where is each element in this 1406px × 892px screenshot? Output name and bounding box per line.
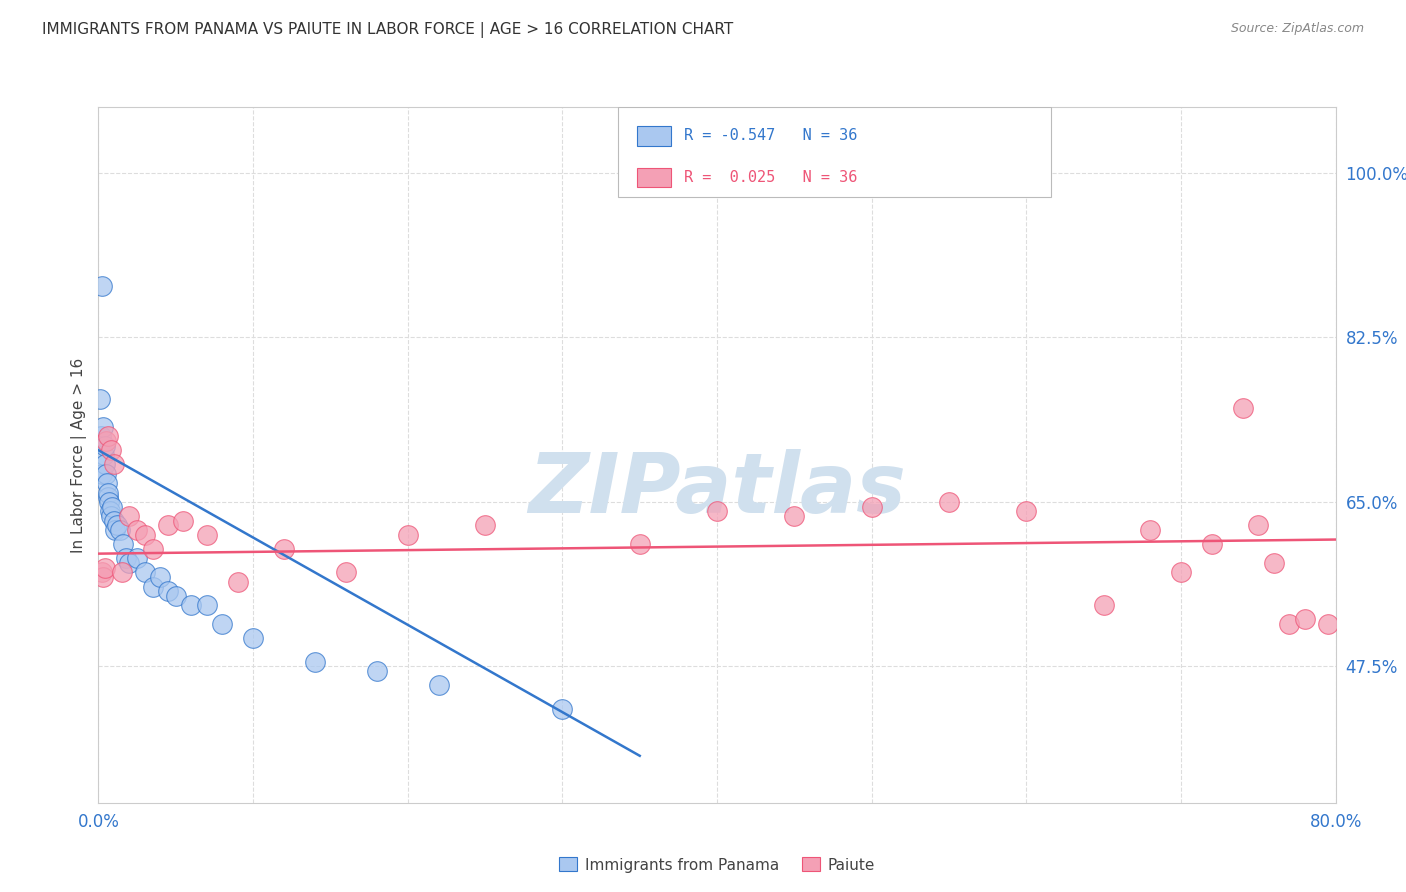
Point [90, 566, 112, 580]
Point [335, 566, 357, 580]
Point [1170, 566, 1192, 580]
Point [93, 438, 115, 452]
Point [94, 458, 117, 472]
Point [90, 429, 112, 443]
Point [108, 523, 131, 537]
Point [111, 566, 134, 580]
Point [103, 514, 125, 528]
Point [1278, 617, 1301, 632]
Point [938, 495, 960, 509]
Text: IMMIGRANTS FROM PANAMA VS PAIUTE IN LABOR FORCE | AGE > 16 CORRELATION CHART: IMMIGRANTS FROM PANAMA VS PAIUTE IN LABO… [42, 22, 734, 38]
Point [96, 434, 118, 448]
Point [427, 678, 450, 692]
Point [149, 570, 172, 584]
Point [165, 589, 187, 603]
Point [706, 504, 728, 518]
Point [860, 500, 883, 514]
Point [1247, 518, 1270, 533]
Point [89, 392, 111, 406]
Point [118, 556, 141, 570]
Point [91, 419, 114, 434]
Point [1232, 401, 1254, 415]
Point [474, 518, 496, 533]
Point [142, 541, 165, 556]
Point [366, 664, 388, 678]
FancyBboxPatch shape [619, 107, 1052, 197]
Point [103, 458, 125, 472]
Point [195, 599, 218, 613]
Text: ZIPatlas: ZIPatlas [529, 450, 905, 530]
Point [134, 566, 156, 580]
Point [91, 278, 114, 293]
Point [118, 509, 141, 524]
Point [134, 528, 156, 542]
Point [97, 429, 120, 443]
Point [628, 537, 651, 551]
Point [195, 528, 218, 542]
Point [90, 467, 112, 481]
Point [97, 490, 120, 504]
Point [112, 537, 135, 551]
Point [783, 509, 806, 524]
Point [100, 443, 122, 458]
Point [97, 485, 120, 500]
Point [115, 551, 138, 566]
Point [1139, 523, 1161, 537]
Point [1201, 537, 1223, 551]
Point [1317, 617, 1340, 632]
Point [101, 500, 124, 514]
Y-axis label: In Labor Force | Age > 16: In Labor Force | Age > 16 [72, 358, 87, 552]
Point [98, 504, 121, 518]
Point [100, 509, 122, 524]
Point [93, 560, 115, 574]
Point [396, 528, 419, 542]
Point [96, 476, 118, 491]
Point [1263, 556, 1285, 570]
Legend: Immigrants from Panama, Paiute: Immigrants from Panama, Paiute [553, 851, 882, 879]
Point [127, 523, 149, 537]
Point [98, 495, 121, 509]
Point [157, 518, 180, 533]
Point [173, 514, 195, 528]
Point [1015, 504, 1038, 518]
Text: R =  0.025   N = 36: R = 0.025 N = 36 [683, 170, 858, 186]
FancyBboxPatch shape [637, 127, 671, 145]
Point [226, 574, 249, 589]
Point [157, 584, 180, 599]
Point [1092, 599, 1115, 613]
Point [1294, 612, 1316, 626]
Point [180, 599, 202, 613]
Point [142, 580, 165, 594]
Text: Source: ZipAtlas.com: Source: ZipAtlas.com [1230, 22, 1364, 36]
Point [93, 448, 115, 462]
Point [273, 541, 295, 556]
Point [105, 518, 128, 533]
FancyBboxPatch shape [637, 168, 671, 187]
Point [104, 523, 127, 537]
Point [127, 551, 149, 566]
Text: R = -0.547   N = 36: R = -0.547 N = 36 [683, 128, 858, 144]
Point [211, 617, 233, 632]
Point [91, 570, 114, 584]
Point [304, 655, 326, 669]
Point [551, 702, 574, 716]
Point [242, 632, 264, 646]
Point [96, 467, 118, 481]
